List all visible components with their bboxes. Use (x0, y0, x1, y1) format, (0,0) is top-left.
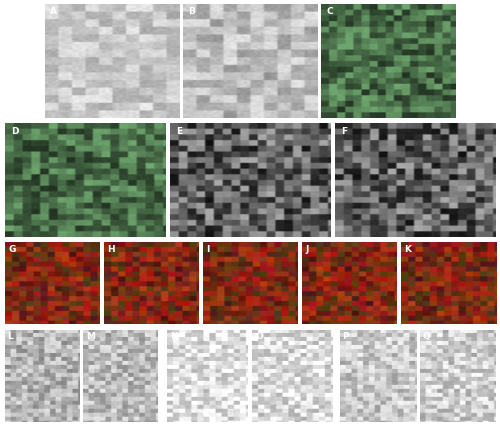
Text: H: H (108, 245, 115, 254)
Text: D: D (11, 127, 18, 135)
Text: A: A (50, 7, 57, 16)
Text: B: B (188, 7, 195, 16)
Text: M: M (86, 333, 95, 342)
Text: G: G (8, 245, 16, 254)
Text: I: I (206, 245, 210, 254)
Text: L: L (8, 333, 13, 342)
Text: P: P (342, 333, 349, 342)
Text: O: O (255, 333, 263, 342)
Text: J: J (306, 245, 308, 254)
Text: E: E (176, 127, 182, 135)
Text: N: N (170, 333, 178, 342)
Text: Q: Q (422, 333, 430, 342)
Text: K: K (404, 245, 411, 254)
Text: C: C (326, 7, 333, 16)
Text: F: F (341, 127, 347, 135)
